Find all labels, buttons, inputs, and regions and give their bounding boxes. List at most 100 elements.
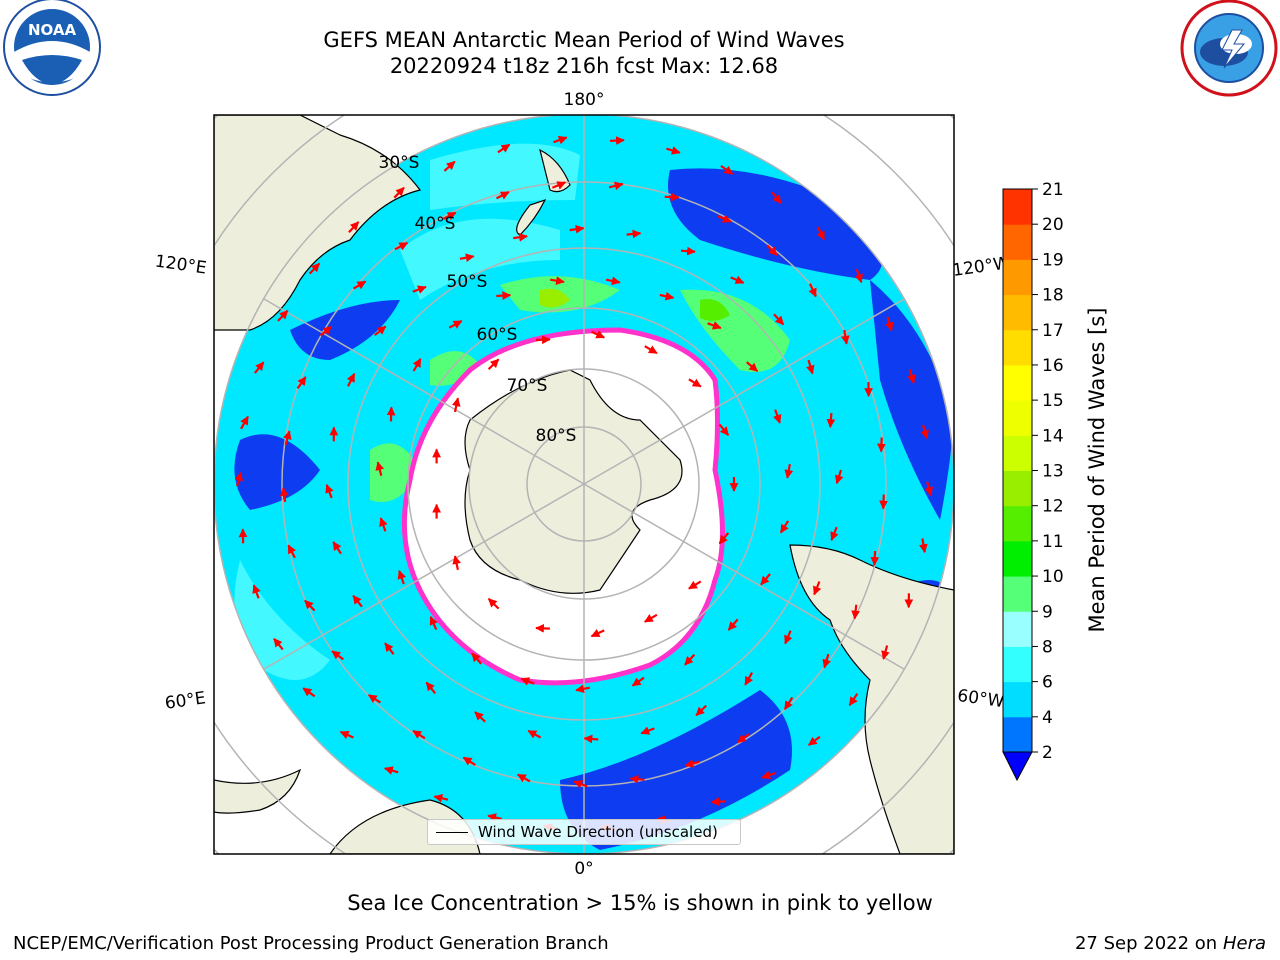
wind-wave-arrow xyxy=(771,191,782,204)
wind-wave-arrow xyxy=(605,276,621,286)
wind-wave-arrow xyxy=(608,181,624,191)
colorbar-tick-label: 9 xyxy=(1042,602,1053,622)
colorbar-band xyxy=(1003,329,1032,366)
wind-wave-arrow xyxy=(629,774,645,784)
wind-wave-arrow xyxy=(296,376,307,390)
colorbar-tick-label: 19 xyxy=(1042,250,1064,270)
colorbar-tick-label: 8 xyxy=(1042,637,1053,657)
colorbar-band xyxy=(1003,400,1032,436)
wind-wave-arrow xyxy=(684,653,696,666)
wind-wave-arrow xyxy=(495,191,510,200)
wind-wave-arrow xyxy=(319,325,332,337)
colorbar-tick-label: 21 xyxy=(1042,180,1064,200)
colorbar-band xyxy=(1003,435,1032,471)
wind-wave-arrow xyxy=(924,481,934,497)
colorbar-band xyxy=(1003,576,1032,612)
colorbar-band xyxy=(1003,224,1032,260)
wind-wave-arrow xyxy=(513,232,528,242)
colorbar-band xyxy=(1003,505,1032,542)
wind-wave-arrow xyxy=(487,358,500,370)
wind-wave-arrow xyxy=(783,696,794,711)
wind-wave-arrow xyxy=(302,687,316,698)
colorbar-tick-label: 4 xyxy=(1042,708,1053,728)
wind-wave-arrow xyxy=(745,361,759,373)
map-legend: Wind Wave Direction (unscaled) xyxy=(427,819,741,845)
wind-wave-arrow xyxy=(253,361,265,374)
australia-land xyxy=(214,115,422,331)
wind-wave-arrow xyxy=(374,325,387,337)
footer-credit: NCEP/EMC/Verification Post Processing Pr… xyxy=(13,933,609,954)
wind-wave-arrows xyxy=(234,135,934,833)
wind-wave-arrow xyxy=(451,397,461,413)
wind-wave-arrow xyxy=(830,526,839,541)
wind-wave-arrow xyxy=(452,555,461,571)
wind-wave-arrow xyxy=(779,520,790,534)
wind-wave-arrow xyxy=(375,461,385,476)
wind-wave-arrow xyxy=(695,704,707,717)
wind-wave-arrow xyxy=(287,544,296,559)
wind-wave-arrow xyxy=(487,598,500,610)
lon-label-120w: 120°W xyxy=(951,253,1011,281)
sea-ice-caption: Sea Ice Concentration > 15% is shown in … xyxy=(347,891,933,915)
colorbar: 2 4 6 8 9 10 11 12 13 14 15 16 17 18 19 20 21 Mean Perio… xyxy=(1002,180,1109,782)
wind-wave-arrow xyxy=(644,613,658,623)
colorbar-tick-label: 2 xyxy=(1042,743,1053,763)
colorbar-tick-label: 15 xyxy=(1042,391,1064,411)
wind-wave-arrow xyxy=(761,770,776,780)
wind-wave-arrow xyxy=(487,813,502,822)
nws-logo-icon xyxy=(1180,0,1278,97)
wind-wave-arrow xyxy=(610,136,625,145)
lon-label-0: 0° xyxy=(574,859,593,879)
wind-wave-arrow xyxy=(367,694,381,704)
footer-date-text: 27 Sep 2022 on xyxy=(1074,933,1218,954)
wind-wave-arrow xyxy=(397,569,406,585)
footer-date: 27 Sep 2022 on Hera xyxy=(1075,933,1266,954)
noaa-logo-icon: NOAA xyxy=(3,0,101,96)
wind-wave-arrow xyxy=(813,581,822,596)
colorbar-band xyxy=(1003,294,1032,331)
lon-label-180: 180° xyxy=(564,90,605,110)
wind-wave-arrow xyxy=(497,143,511,154)
legend-label: Wind Wave Direction (unscaled) xyxy=(478,823,718,841)
wind-wave-arrow xyxy=(429,615,438,631)
wind-wave-arrow xyxy=(551,181,567,190)
colorbar-band xyxy=(1003,470,1032,507)
wind-wave-arrow xyxy=(730,275,745,284)
colorbar-band xyxy=(1003,716,1032,753)
wind-wave-arrow xyxy=(332,541,342,555)
colorbar-band xyxy=(1003,611,1032,647)
wind-wave-arrow xyxy=(448,320,463,329)
wind-wave-arrow xyxy=(352,280,367,290)
wind-wave-arrow xyxy=(680,246,696,256)
wind-wave-arrow xyxy=(277,309,289,322)
chart-subtitle: 20220924 t18z 216h fcst Max: 12.68 xyxy=(389,54,779,78)
wind-wave-arrow xyxy=(840,329,850,345)
wind-wave-arrow xyxy=(773,409,782,424)
wind-wave-arrow xyxy=(718,423,730,436)
wind-wave-arrow xyxy=(644,345,658,355)
wind-wave-arrow xyxy=(517,773,531,783)
noaa-logo-text: NOAA xyxy=(28,21,77,39)
colorbar-tick-label: 13 xyxy=(1042,462,1064,482)
wind-wave-arrow xyxy=(710,797,726,807)
wind-wave-arrow xyxy=(273,638,284,651)
wind-wave-arrow xyxy=(520,677,535,686)
colorbar-band xyxy=(1003,189,1032,225)
wind-wave-arrow xyxy=(462,756,476,766)
legend-line-sample xyxy=(436,832,468,833)
wind-wave-arrow xyxy=(885,316,894,332)
wind-wave-arrow xyxy=(907,369,916,384)
lon-label-60w: 60°W xyxy=(956,686,1005,712)
wind-wave-arrow xyxy=(573,780,588,789)
colorbar-band xyxy=(1003,259,1032,296)
wind-wave-arrow xyxy=(879,494,888,510)
wind-wave-arrow xyxy=(773,313,785,326)
wind-wave-arrow xyxy=(737,733,750,744)
wind-wave-arrow xyxy=(816,226,826,241)
wind-wave-arrow xyxy=(688,580,702,590)
wind-wave-arrow xyxy=(659,291,675,301)
wind-wave-arrow xyxy=(718,532,730,545)
wind-wave-arrow xyxy=(279,487,289,503)
colorbar-band xyxy=(1003,540,1032,577)
chart-title: GEFS MEAN Antarctic Mean Period of Wind … xyxy=(323,28,845,52)
